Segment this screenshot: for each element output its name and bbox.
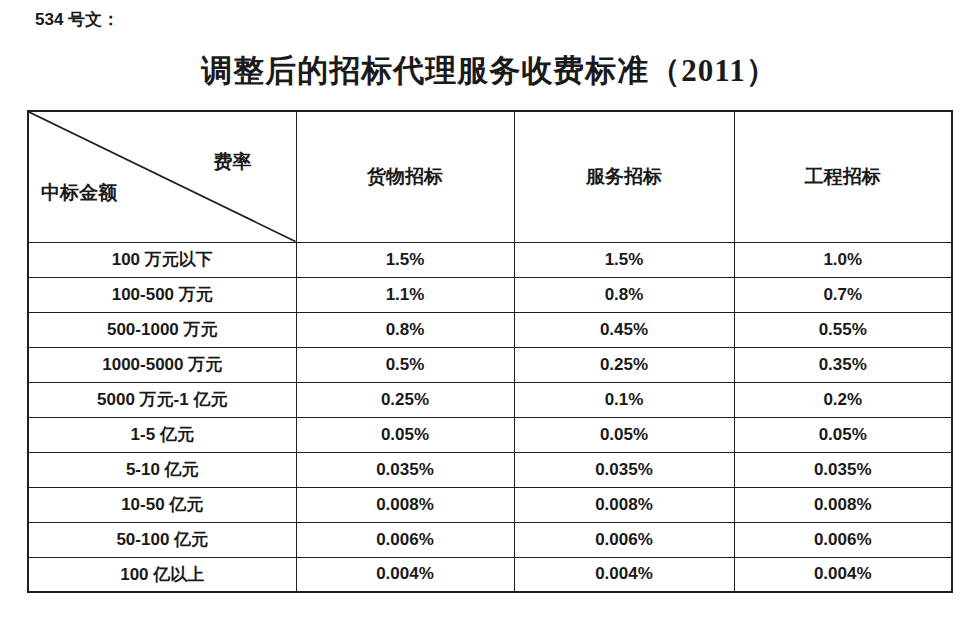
table-row: 100-500 万元1.1%0.8%0.7% <box>28 277 952 312</box>
fee-value: 0.006% <box>296 522 514 557</box>
fee-value: 0.1% <box>514 382 734 417</box>
table-row: 500-1000 万元0.8%0.45%0.55% <box>28 312 952 347</box>
doc-number: 534 号文： <box>35 8 119 31</box>
diagonal-line <box>29 112 296 242</box>
row-label: 50-100 亿元 <box>28 522 296 557</box>
fee-value: 1.0% <box>734 242 952 277</box>
column-header-works: 工程招标 <box>734 111 952 242</box>
row-label: 10-50 亿元 <box>28 487 296 522</box>
fee-value: 0.2% <box>734 382 952 417</box>
fee-value: 0.035% <box>514 452 734 487</box>
table-row: 5000 万元-1 亿元0.25%0.1%0.2% <box>28 382 952 417</box>
table-row: 100 万元以下1.5%1.5%1.0% <box>28 242 952 277</box>
fee-value: 0.05% <box>734 417 952 452</box>
corner-label-rate: 费率 <box>214 149 252 175</box>
row-label: 500-1000 万元 <box>28 312 296 347</box>
row-label: 100-500 万元 <box>28 277 296 312</box>
fee-value: 0.8% <box>296 312 514 347</box>
table-body: 100 万元以下1.5%1.5%1.0%100-500 万元1.1%0.8%0.… <box>28 242 952 592</box>
fee-value: 0.035% <box>734 452 952 487</box>
fee-value: 1.5% <box>296 242 514 277</box>
corner-label-amount: 中标金额 <box>41 180 117 206</box>
table-row: 1000-5000 万元0.5%0.25%0.35% <box>28 347 952 382</box>
fee-value: 0.55% <box>734 312 952 347</box>
fee-value: 0.25% <box>514 347 734 382</box>
row-label: 100 亿以上 <box>28 557 296 592</box>
table-row: 100 亿以上0.004%0.004%0.004% <box>28 557 952 592</box>
fee-value: 0.004% <box>514 557 734 592</box>
fee-value: 0.25% <box>296 382 514 417</box>
fee-value: 0.05% <box>296 417 514 452</box>
fee-value: 0.45% <box>514 312 734 347</box>
fee-value: 0.008% <box>514 487 734 522</box>
column-header-services: 服务招标 <box>514 111 734 242</box>
fee-value: 0.8% <box>514 277 734 312</box>
fee-value: 0.008% <box>296 487 514 522</box>
fee-value: 0.05% <box>514 417 734 452</box>
table-row: 1-5 亿元0.05%0.05%0.05% <box>28 417 952 452</box>
fee-value: 0.35% <box>734 347 952 382</box>
row-label: 5000 万元-1 亿元 <box>28 382 296 417</box>
fee-value: 0.006% <box>514 522 734 557</box>
fee-value: 0.7% <box>734 277 952 312</box>
corner-cell: 费率 中标金额 <box>28 111 296 242</box>
fee-value: 1.5% <box>514 242 734 277</box>
fee-value: 0.004% <box>734 557 952 592</box>
fee-value: 0.004% <box>296 557 514 592</box>
fee-value: 0.035% <box>296 452 514 487</box>
table-row: 50-100 亿元0.006%0.006%0.006% <box>28 522 952 557</box>
table-row: 10-50 亿元0.008%0.008%0.008% <box>28 487 952 522</box>
table-row: 5-10 亿元0.035%0.035%0.035% <box>28 452 952 487</box>
page-title: 调整后的招标代理服务收费标准（2011） <box>0 50 979 92</box>
document-page: 534 号文： 调整后的招标代理服务收费标准（2011） 费率 中标金额 货物招… <box>0 0 979 629</box>
fee-table: 费率 中标金额 货物招标 服务招标 工程招标 100 万元以下1.5%1.5%1… <box>27 110 953 593</box>
fee-value: 0.008% <box>734 487 952 522</box>
fee-value: 0.5% <box>296 347 514 382</box>
row-label: 100 万元以下 <box>28 242 296 277</box>
column-header-goods: 货物招标 <box>296 111 514 242</box>
row-label: 5-10 亿元 <box>28 452 296 487</box>
row-label: 1-5 亿元 <box>28 417 296 452</box>
fee-value: 1.1% <box>296 277 514 312</box>
header-row: 费率 中标金额 货物招标 服务招标 工程招标 <box>28 111 952 242</box>
row-label: 1000-5000 万元 <box>28 347 296 382</box>
fee-value: 0.006% <box>734 522 952 557</box>
